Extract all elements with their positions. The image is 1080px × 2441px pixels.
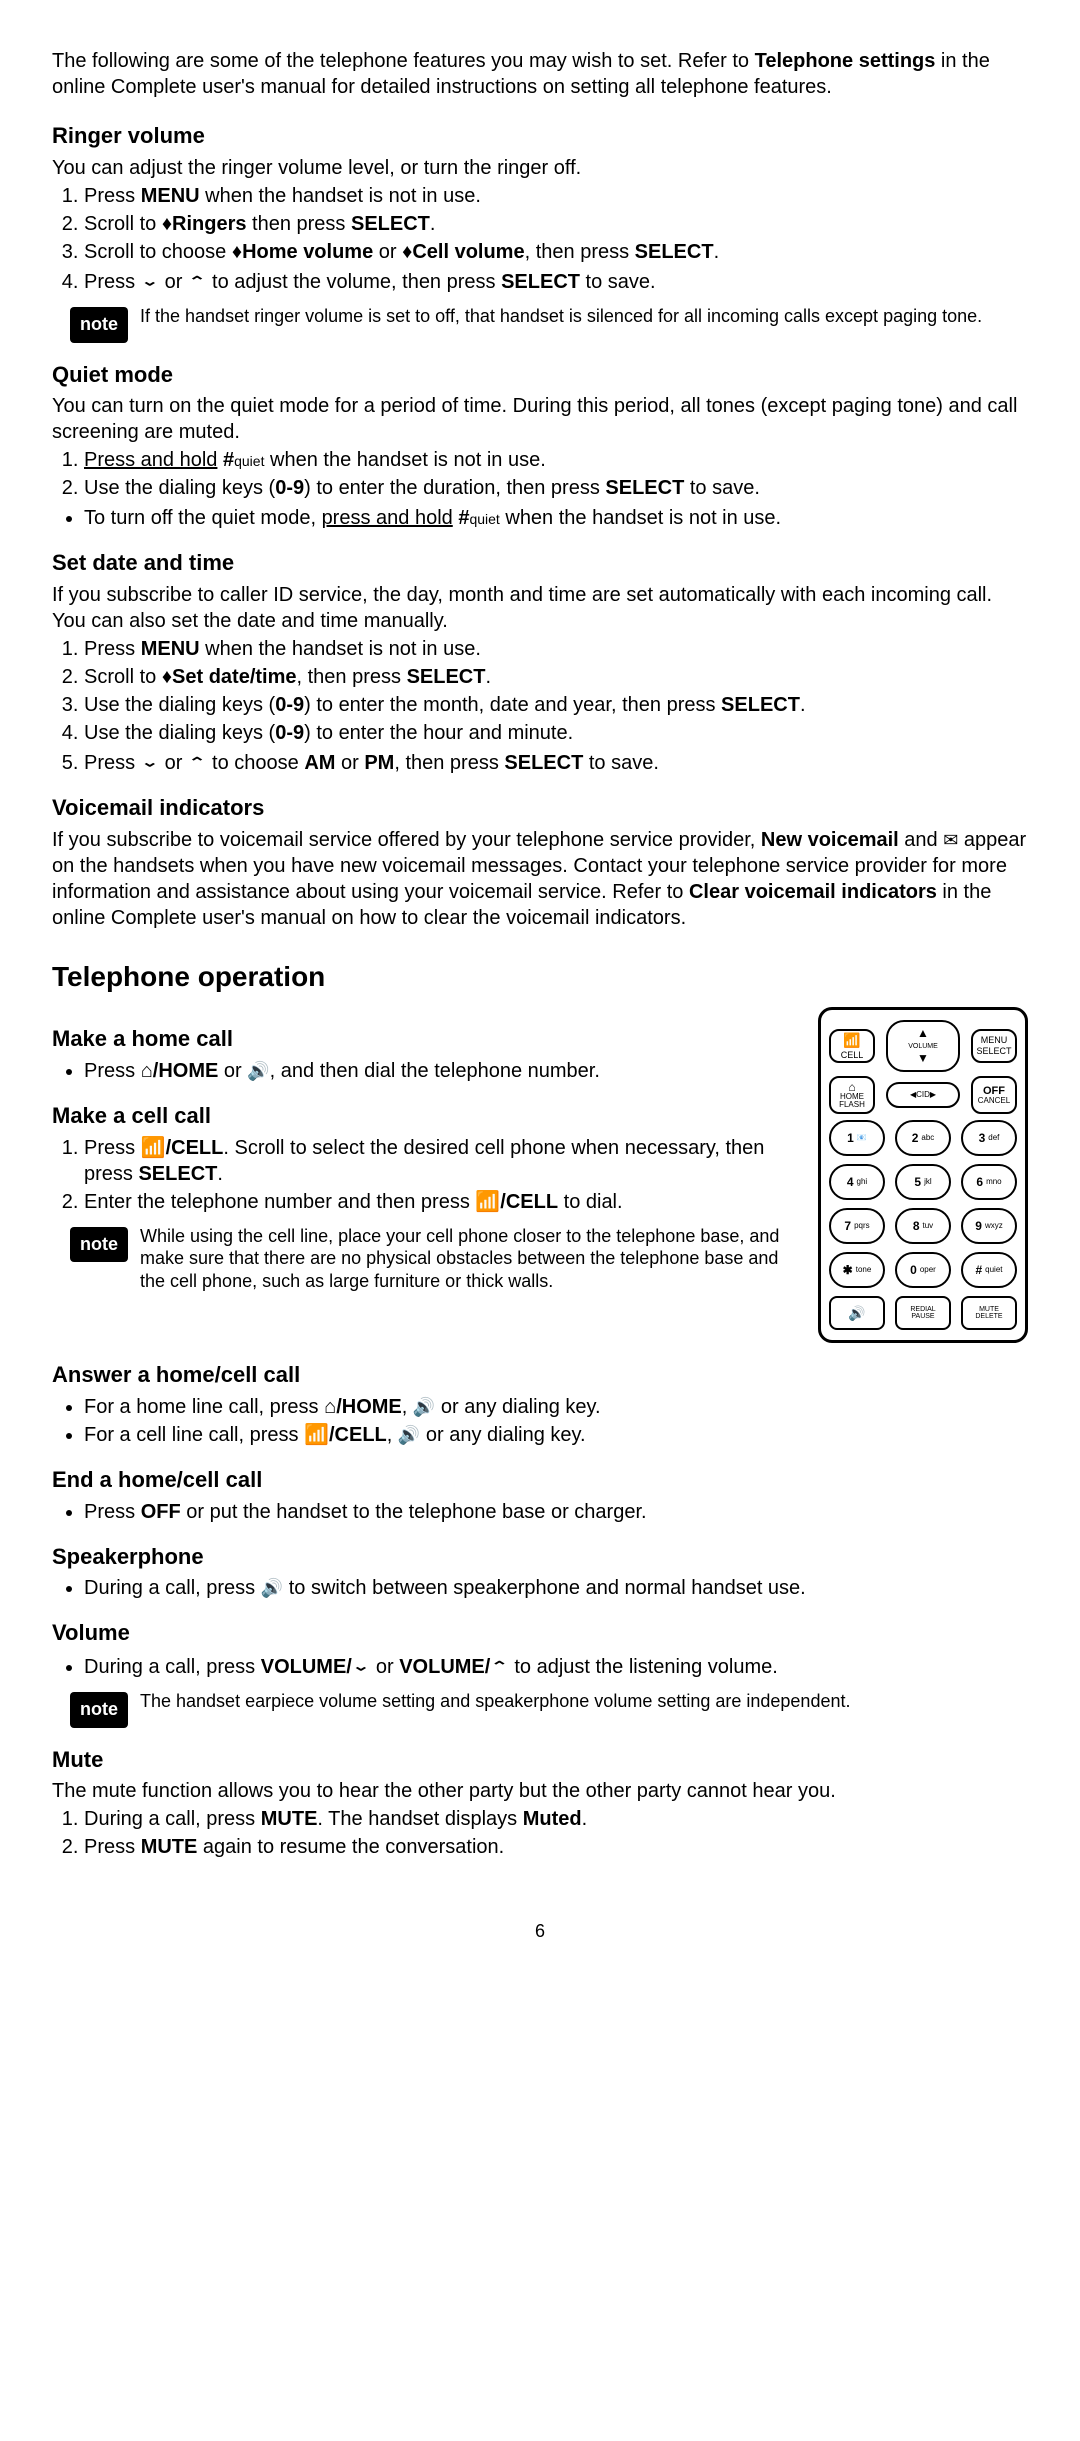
datetime-steps: Press MENU when the handset is not in us… bbox=[52, 636, 1028, 777]
step: Scroll to ♦Set date/time, then press SEL… bbox=[84, 664, 1028, 690]
step: During a call, press MUTE. The handset d… bbox=[84, 1806, 1028, 1832]
note-volume: note The handset earpiece volume setting… bbox=[70, 1690, 1028, 1727]
intro-paragraph: The following are some of the telephone … bbox=[52, 48, 1028, 100]
key-speaker: 🔊 bbox=[829, 1296, 885, 1330]
heading-quiet: Quiet mode bbox=[52, 361, 1028, 390]
step: Press MUTE again to resume the conversat… bbox=[84, 1834, 1028, 1860]
step: Press ⌄ or ⌃ to choose AM or PM, then pr… bbox=[84, 748, 1028, 777]
step: Press 📶/CELL. Scroll to select the desir… bbox=[84, 1135, 798, 1187]
heading-end: End a home/cell call bbox=[52, 1466, 1028, 1495]
answer-bullets: For a home line call, press ⌂/HOME, 🔊 or… bbox=[52, 1394, 1028, 1448]
paragraph: If you subscribe to caller ID service, t… bbox=[52, 582, 1028, 634]
key-menu: MENUSELECT bbox=[971, 1029, 1017, 1063]
note-badge: note bbox=[70, 1692, 128, 1727]
step: Scroll to choose ♦Home volume or ♦Cell v… bbox=[84, 239, 1028, 265]
end-bullets: Press OFF or put the handset to the tele… bbox=[52, 1499, 1028, 1525]
keypad-key: 2abc bbox=[895, 1120, 951, 1156]
mute-steps: During a call, press MUTE. The handset d… bbox=[52, 1806, 1028, 1860]
down-arrow-icon: ⌄ bbox=[141, 753, 159, 770]
up-arrow-icon: ⌃ bbox=[490, 1657, 508, 1674]
bullet: To turn off the quiet mode, press and ho… bbox=[84, 505, 1028, 531]
down-arrow-icon: ⌄ bbox=[352, 1657, 370, 1674]
keypad-key: #quiet bbox=[961, 1252, 1017, 1288]
cell-steps: Press 📶/CELL. Scroll to select the desir… bbox=[52, 1135, 798, 1215]
section-title: Telephone operation bbox=[52, 959, 1028, 995]
down-arrow-icon: ⌄ bbox=[141, 272, 159, 289]
speaker-icon: 🔊 bbox=[247, 1061, 269, 1081]
keypad-key: 6mno bbox=[961, 1164, 1017, 1200]
heading-ringer: Ringer volume bbox=[52, 122, 1028, 151]
heading-volume: Volume bbox=[52, 1619, 1028, 1648]
paragraph: You can turn on the quiet mode for a per… bbox=[52, 393, 1028, 445]
step: Press MENU when the handset is not in us… bbox=[84, 636, 1028, 662]
heading-vm: Voicemail indicators bbox=[52, 794, 1028, 823]
step: Press ⌄ or ⌃ to adjust the volume, then … bbox=[84, 267, 1028, 296]
up-arrow-icon: ⌃ bbox=[188, 753, 206, 770]
keypad-key: 3def bbox=[961, 1120, 1017, 1156]
home-bullets: Press ⌂/HOME or 🔊, and then dial the tel… bbox=[52, 1058, 798, 1084]
page-number: 6 bbox=[52, 1920, 1028, 1943]
step: Use the dialing keys (0-9) to enter the … bbox=[84, 720, 1028, 746]
up-arrow-icon: ⌃ bbox=[188, 272, 206, 289]
key-redial: REDIALPAUSE bbox=[895, 1296, 951, 1330]
note-badge: note bbox=[70, 307, 128, 342]
bullet: Press ⌂/HOME or 🔊, and then dial the tel… bbox=[84, 1058, 798, 1084]
paragraph: If you subscribe to voicemail service of… bbox=[52, 827, 1028, 931]
step: Enter the telephone number and then pres… bbox=[84, 1189, 798, 1215]
quiet-bullets: To turn off the quiet mode, press and ho… bbox=[52, 505, 1028, 531]
bullet: Press OFF or put the handset to the tele… bbox=[84, 1499, 1028, 1525]
quiet-steps: Press and hold #quiet when the handset i… bbox=[52, 447, 1028, 501]
paragraph: You can adjust the ringer volume level, … bbox=[52, 155, 1028, 181]
paragraph: The mute function allows you to hear the… bbox=[52, 1778, 1028, 1804]
key-cell: 📶CELL bbox=[829, 1029, 875, 1063]
step: Press MENU when the handset is not in us… bbox=[84, 183, 1028, 209]
heading-datetime: Set date and time bbox=[52, 549, 1028, 578]
keypad-key: 0oper bbox=[895, 1252, 951, 1288]
keypad-key: 7pqrs bbox=[829, 1208, 885, 1244]
step: Scroll to ♦Ringers then press SELECT. bbox=[84, 211, 1028, 237]
keypad-key: 5jkl bbox=[895, 1164, 951, 1200]
note-text: The handset earpiece volume setting and … bbox=[140, 1690, 1028, 1713]
speaker-icon: 🔊 bbox=[398, 1425, 420, 1445]
heading-home-call: Make a home call bbox=[52, 1025, 798, 1054]
step: Use the dialing keys (0-9) to enter the … bbox=[84, 475, 1028, 501]
keypad-key: 1📧 bbox=[829, 1120, 885, 1156]
ringer-steps: Press MENU when the handset is not in us… bbox=[52, 183, 1028, 296]
envelope-icon: ✉ bbox=[943, 830, 958, 850]
note-text: If the handset ringer volume is set to o… bbox=[140, 305, 1028, 328]
key-cid: ◀ CID ▶ bbox=[886, 1082, 960, 1108]
step: Press and hold #quiet when the handset i… bbox=[84, 447, 1028, 473]
bullet: During a call, press VOLUME/⌄ or VOLUME/… bbox=[84, 1652, 1028, 1681]
heading-mute: Mute bbox=[52, 1746, 1028, 1775]
speaker-icon: 🔊 bbox=[413, 1397, 435, 1417]
note-ringer: note If the handset ringer volume is set… bbox=[70, 305, 1028, 342]
keypad-illustration: 📶CELL ▲ VOLUME ▼ MENUSELECT ⌂HOMEFLASH ◀… bbox=[818, 1007, 1028, 1343]
keypad-key: 8tuv bbox=[895, 1208, 951, 1244]
note-cell: note While using the cell line, place yo… bbox=[70, 1225, 798, 1293]
key-nav: ▲ VOLUME ▼ bbox=[886, 1020, 960, 1072]
bullet: During a call, press 🔊 to switch between… bbox=[84, 1575, 1028, 1601]
heading-answer: Answer a home/cell call bbox=[52, 1361, 1028, 1390]
key-mute: MUTEDELETE bbox=[961, 1296, 1017, 1330]
key-home: ⌂HOMEFLASH bbox=[829, 1076, 875, 1114]
note-text: While using the cell line, place your ce… bbox=[140, 1225, 798, 1293]
step: Use the dialing keys (0-9) to enter the … bbox=[84, 692, 1028, 718]
keypad-key: 4ghi bbox=[829, 1164, 885, 1200]
bullet: For a cell line call, press 📶/CELL, 🔊 or… bbox=[84, 1422, 1028, 1448]
speaker-bullets: During a call, press 🔊 to switch between… bbox=[52, 1575, 1028, 1601]
keypad-key: ✱tone bbox=[829, 1252, 885, 1288]
text: The following are some of the telephone … bbox=[52, 50, 755, 72]
speaker-icon: 🔊 bbox=[261, 1578, 283, 1598]
heading-speaker: Speakerphone bbox=[52, 1543, 1028, 1572]
note-badge: note bbox=[70, 1227, 128, 1262]
heading-cell-call: Make a cell call bbox=[52, 1102, 798, 1131]
volume-bullets: During a call, press VOLUME/⌄ or VOLUME/… bbox=[52, 1652, 1028, 1681]
text-bold: Telephone settings bbox=[755, 50, 936, 72]
keypad-key: 9wxyz bbox=[961, 1208, 1017, 1244]
key-off: OFFCANCEL bbox=[971, 1076, 1017, 1114]
bullet: For a home line call, press ⌂/HOME, 🔊 or… bbox=[84, 1394, 1028, 1420]
